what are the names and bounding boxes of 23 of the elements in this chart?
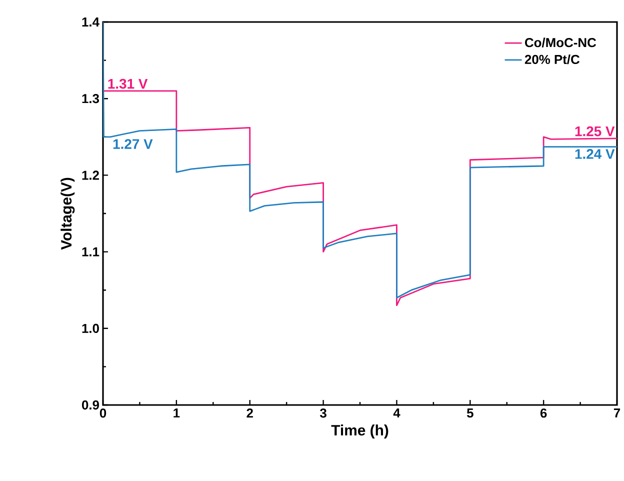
x-tick-label: 7 [614, 408, 620, 418]
x-tick-label: 6 [540, 408, 547, 418]
annotation: 1.31 V [108, 78, 148, 89]
y-tick-label: 0.9 [82, 400, 99, 410]
x-tick-label: 1 [174, 408, 180, 418]
x-axis-title: Time (h) [331, 424, 388, 438]
legend-label: Co/MoC-NC [524, 38, 596, 48]
annotation: 1.25 V [575, 126, 615, 136]
x-tick-label: 0 [100, 408, 106, 418]
y-tick-label: 1.1 [82, 247, 100, 256]
y-axis-title: Voltage(V) [60, 178, 75, 250]
x-tick-label: 3 [320, 408, 326, 418]
x-tick-label: 5 [466, 408, 474, 418]
y-tick-label: 1.3 [82, 94, 100, 104]
x-tick-label: 2 [246, 408, 253, 418]
y-tick-label: 1.4 [82, 18, 100, 26]
y-tick-label: 1.2 [82, 170, 99, 180]
annotation: 1.27 V [113, 139, 153, 149]
legend-label: 20% Pt/C [524, 54, 580, 64]
annotation: 1.24 V [575, 149, 615, 159]
line-series [103, 22, 617, 298]
x-tick-label: 4 [393, 408, 400, 418]
y-tick-label: 1.0 [82, 324, 99, 333]
